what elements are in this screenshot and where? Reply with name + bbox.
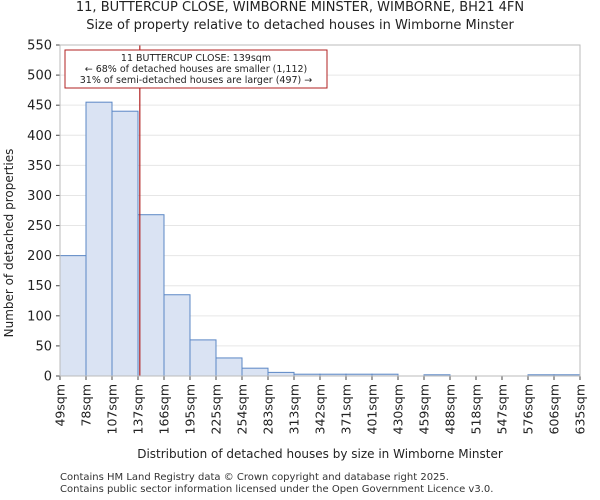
x-tick-label: 254sqm [235, 384, 250, 434]
x-tick-label: 576sqm [521, 384, 536, 434]
x-tick-label: 430sqm [391, 384, 406, 434]
footer-line-1: Contains HM Land Registry data © Crown c… [60, 472, 449, 483]
histogram-bar [111, 110, 139, 377]
chart-title: 11, BUTTERCUP CLOSE, WIMBORNE MINSTER, W… [75, 0, 525, 15]
annotation-line-1: 11 BUTTERCUP CLOSE: 139sqm [121, 53, 271, 64]
histogram-bar [85, 101, 113, 377]
y-tick-label: 550 [27, 39, 52, 54]
plot-frame [59, 44, 581, 377]
y-tick-label: 350 [27, 159, 52, 174]
histogram-bar [215, 357, 243, 377]
histogram-bar [267, 371, 295, 377]
histogram-bar [241, 367, 269, 377]
x-tick-label: 137sqm [131, 384, 146, 434]
x-tick-label: 166sqm [157, 384, 172, 434]
x-tick-label: 283sqm [261, 384, 276, 434]
y-tick-label: 150 [27, 279, 52, 294]
x-tick-label: 107sqm [105, 384, 120, 434]
x-tick-label: 635sqm [573, 384, 588, 434]
y-tick-label: 300 [27, 189, 52, 204]
histogram-bar [163, 294, 191, 377]
x-axis-label: Distribution of detached houses by size … [137, 447, 503, 461]
y-tick-label: 0 [44, 370, 52, 385]
x-tick-label: 401sqm [365, 384, 380, 434]
y-tick-label: 400 [27, 129, 52, 144]
histogram-bar [189, 339, 217, 377]
y-tick-label: 200 [27, 249, 52, 264]
y-tick-label: 100 [27, 309, 52, 324]
y-tick-label: 500 [27, 69, 52, 84]
x-tick-label: 459sqm [417, 384, 432, 434]
x-tick-label: 195sqm [183, 384, 198, 434]
y-tick-label: 250 [27, 219, 52, 234]
annotation-line-2: ← 68% of detached houses are smaller (1,… [85, 64, 308, 75]
x-tick-label: 342sqm [313, 384, 328, 434]
annotation-line-3: 31% of semi-detached houses are larger (… [80, 75, 313, 86]
y-tick-label: 450 [27, 99, 52, 114]
x-tick-label: 547sqm [495, 384, 510, 434]
histogram-bar [59, 255, 87, 377]
y-axis-label: Number of detached properties [2, 149, 16, 338]
footer-line-2: Contains public sector information licen… [60, 484, 494, 495]
x-tick-label: 606sqm [547, 384, 562, 434]
chart-subtitle: Size of property relative to detached ho… [86, 18, 514, 33]
x-tick-label: 371sqm [339, 384, 354, 434]
y-tick-label: 50 [35, 339, 52, 354]
x-tick-label: 78sqm [79, 384, 94, 427]
x-tick-label: 313sqm [287, 384, 302, 434]
histogram-chart: 0 50 100 150 200 250 300 350 400 450 500 550 49sqm 7… [2, 39, 588, 462]
x-tick-label: 49sqm [53, 384, 68, 427]
x-tick-label: 518sqm [469, 384, 484, 434]
histogram-bar [137, 214, 165, 377]
x-tick-label: 488sqm [443, 384, 458, 434]
x-tick-label: 225sqm [209, 384, 224, 434]
annotation-box: 11 BUTTERCUP CLOSE: 139sqm ← 68% of deta… [64, 49, 328, 89]
